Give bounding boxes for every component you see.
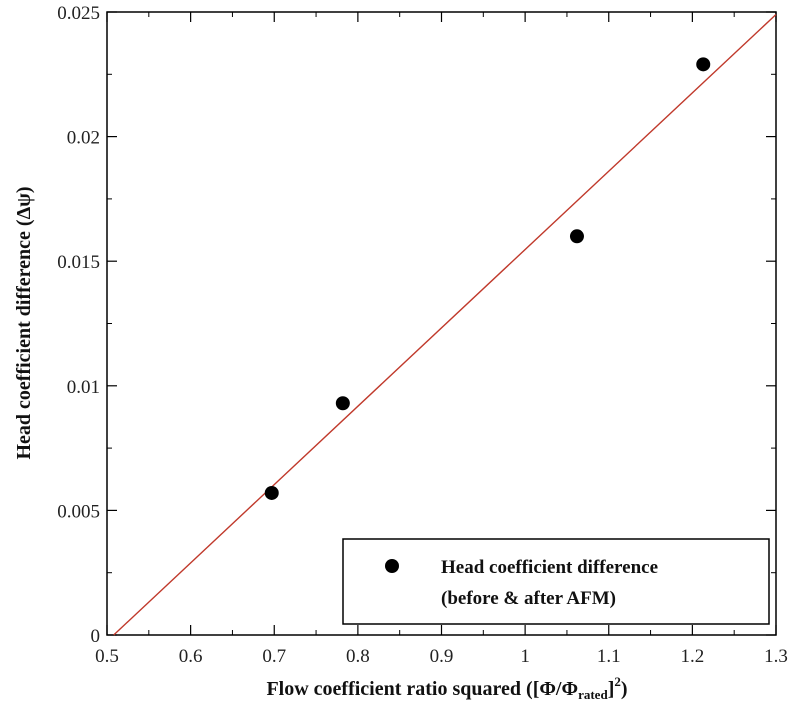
legend: Head coefficient difference (before & af…	[342, 538, 770, 625]
data-point	[696, 57, 711, 72]
data-point	[264, 485, 279, 500]
y-tick-label: 0.01	[67, 377, 100, 398]
data-point	[569, 229, 584, 244]
x-axis-ticks: 0.5 0.6 0.7 0.8 0.9 1 1.1 1.2 1.3	[95, 12, 788, 667]
x-tick-label: 0.8	[346, 646, 370, 667]
x-tick-label: 1.3	[764, 646, 788, 667]
y-tick-label: 0.025	[57, 3, 100, 24]
y-tick-label: 0	[91, 626, 101, 647]
data-points	[264, 57, 711, 500]
y-axis-ticks: 0 0.005 0.01 0.015 0.02 0.025	[57, 3, 776, 647]
legend-marker	[385, 559, 399, 573]
x-tick-label: 0.7	[262, 646, 286, 667]
legend-label-line-1: Head coefficient difference	[441, 557, 658, 578]
x-tick-label: 0.9	[430, 646, 454, 667]
fit-line	[113, 13, 777, 636]
y-tick-label: 0.015	[57, 252, 100, 273]
y-tick-label: 0.02	[67, 128, 100, 149]
x-axis-title: Flow coefficient ratio squared ([Φ/Φrate…	[266, 674, 627, 702]
x-tick-label: 1.1	[597, 646, 621, 667]
x-tick-label: 0.5	[95, 646, 119, 667]
x-tick-label: 0.6	[179, 646, 203, 667]
y-axis-title: Head coefficient difference (Δψ)	[13, 186, 35, 459]
x-tick-label: 1	[520, 646, 530, 667]
x-tick-label: 1.2	[681, 646, 705, 667]
data-point	[335, 396, 350, 411]
legend-box	[342, 538, 770, 625]
y-tick-label: 0.005	[57, 501, 100, 522]
fit-line-group	[113, 13, 777, 636]
legend-label-line-2: (before & after AFM)	[441, 588, 616, 609]
